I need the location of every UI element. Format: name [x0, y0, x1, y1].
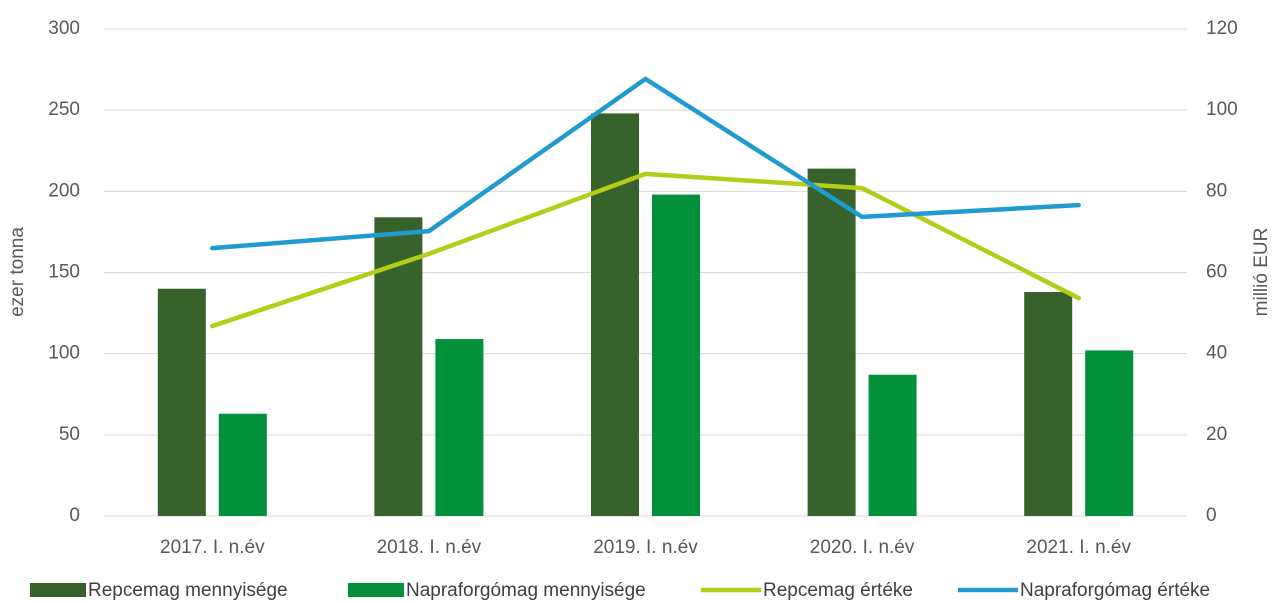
legend: Repcemag mennyisége Napraforgómag mennyis… [30, 580, 1210, 601]
legend-label: Napraforgómag mennyisége [406, 580, 646, 601]
x-tick-label: 2017. I. n.év [160, 537, 265, 558]
bar [591, 113, 639, 516]
x-tick-label: 2021. I. n.év [1026, 537, 1131, 558]
y-tick-label: 50 [59, 424, 80, 445]
bar [868, 374, 917, 516]
x-tick-label: 2018. I. n.év [377, 537, 482, 558]
line [210, 76, 1081, 251]
bar [435, 339, 484, 516]
legend-label: Repcemag mennyisége [88, 580, 288, 601]
legend-swatch [348, 583, 404, 597]
bar [807, 168, 856, 516]
y2-tick-label: 80 [1206, 180, 1227, 201]
bar [652, 194, 700, 516]
y2-tick-label: 60 [1206, 262, 1227, 283]
y2-tick-label: 120 [1206, 18, 1238, 39]
y2-tick-label: 0 [1206, 505, 1217, 526]
y2-tick-label: 40 [1206, 343, 1227, 364]
y2-tick-label: 100 [1206, 99, 1238, 120]
bar [1085, 350, 1134, 516]
bar [1024, 291, 1073, 516]
y-tick-label: 300 [48, 18, 80, 39]
line [210, 171, 1081, 329]
x-tick-label: 2020. I. n.év [810, 537, 915, 558]
y-tick-label: 100 [48, 343, 80, 364]
y-tick-label: 250 [48, 99, 80, 120]
legend-label: Repcemag értéke [763, 580, 913, 601]
y-tick-label: 0 [69, 505, 80, 526]
x-tick-label: 2019. I. n.év [593, 537, 698, 558]
y-axis-title: ezer tonna [7, 227, 28, 317]
legend-swatch [30, 583, 86, 597]
bar [218, 413, 267, 516]
y2-tick-label: 20 [1206, 424, 1227, 445]
legend-label: Napraforgómag értéke [1020, 580, 1210, 601]
y2-axis-title: millió EUR [1251, 228, 1272, 317]
y-tick-label: 150 [48, 262, 80, 283]
y-tick-label: 200 [48, 180, 80, 201]
bar [157, 288, 206, 516]
